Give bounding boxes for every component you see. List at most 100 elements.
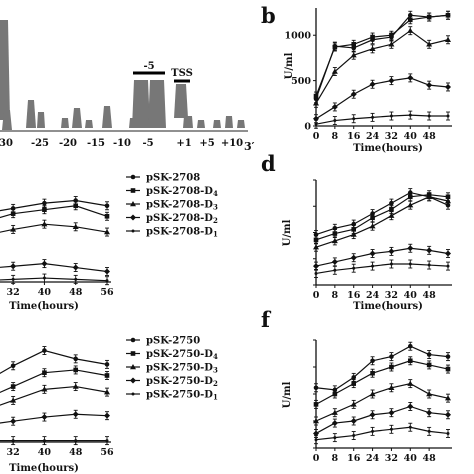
logo-tick: -15 [87,138,105,149]
x-tick-label: 8 [332,453,339,464]
x-tick-label: 16 [347,131,361,142]
data-point [389,354,394,359]
data-point [350,418,357,424]
data-point [331,237,338,244]
series-line [315,360,449,405]
data-point [350,91,357,98]
data-point [408,113,412,117]
legend-label: pSK-2750-D1 [146,390,218,402]
data-point [389,364,394,370]
data-point [407,343,413,349]
data-point [104,389,110,395]
data-point [389,114,393,118]
x-tick-label: 16 [347,453,361,464]
data-point [351,375,357,380]
data-point [369,81,376,88]
panel-e-plot: 2432404856 [0,346,114,458]
x-tick-label: 0 [313,290,320,301]
data-point [427,429,431,433]
data-point [371,264,375,268]
data-point [407,380,414,386]
panel-letter-f: f [261,307,272,332]
panel-c-plot: 2432404856 [0,196,114,298]
x-tick-label: 0 [313,453,320,464]
data-point [104,203,110,209]
data-point [313,263,319,270]
data-point [331,103,338,110]
logo-tick: -20 [59,138,77,149]
series-line [315,191,449,236]
data-point [370,215,375,221]
data-point [350,254,357,261]
series-line [315,29,449,104]
legend-marker [130,214,136,221]
panel-c-xlabel: Time(hours) [9,301,79,312]
data-point [10,384,16,389]
panel-e-legend: pSK-2750pSK-2750-D4pSK-2750-D3pSK-2750-D… [126,336,218,402]
panel-c-legend: pSK-2708pSK-2708-D4pSK-2708-D3pSK-2708-D… [126,173,218,239]
series-line [0,199,108,212]
logo-tick: -25 [31,138,49,149]
x-tick-label: 40 [404,290,418,301]
logo-tick: 30 [0,138,13,149]
data-point [333,119,337,123]
data-point [104,412,110,419]
data-point [445,250,451,257]
data-point [407,358,413,364]
legend-label: pSK-2750-D2 [146,376,218,388]
data-point [388,77,395,84]
data-point [426,14,432,20]
data-point [104,229,110,235]
data-point [333,436,337,440]
data-point [408,262,412,266]
data-point [426,247,433,254]
legend-marker [130,364,136,370]
x-tick-label: 40 [404,131,418,142]
x-tick-label: 8 [332,131,339,142]
data-point [350,231,357,237]
data-point [369,391,376,397]
x-tick-label: 24 [366,453,380,464]
data-point [41,414,48,421]
data-point [313,244,319,250]
data-point [11,439,15,443]
data-point [407,12,413,18]
data-point [72,223,79,229]
data-point [407,194,413,200]
data-point [72,264,79,271]
data-point [445,354,451,359]
data-point [352,117,356,121]
panel-d-ylabel: U/ml [282,219,293,246]
x-tick-label: 48 [69,447,83,458]
data-point [41,221,48,227]
data-point [10,226,17,232]
data-point [388,41,395,47]
x-tick-label: 24 [366,131,380,142]
data-point [426,41,433,47]
x-tick-label: 8 [332,290,339,301]
y-tick-label: 500 [291,76,311,87]
data-point [104,362,110,367]
data-point [426,362,432,368]
y-tick-label: 0 [304,122,311,133]
data-point [10,211,16,216]
legend-label: pSK-2708-D2 [146,213,218,225]
legend-label: pSK-2708-D3 [146,200,218,212]
data-point [313,93,319,99]
data-point [72,383,79,389]
data-point [352,434,356,438]
panel-d-plot: 0 8 16 24 32 40 48 [313,179,452,301]
data-point [332,231,338,236]
data-point [73,203,79,209]
panel-d-xlabel: Time(hours) [353,301,423,312]
data-point [370,370,375,376]
legend-marker [130,201,136,207]
data-point [351,227,357,232]
panel-f-chart: 0 8 16 24 32 40 48 U/ml [282,339,452,464]
x-tick-label: 48 [423,131,437,142]
data-point [351,381,357,386]
data-point [369,45,376,52]
data-point [389,427,393,431]
x-tick-label: 48 [69,287,83,298]
